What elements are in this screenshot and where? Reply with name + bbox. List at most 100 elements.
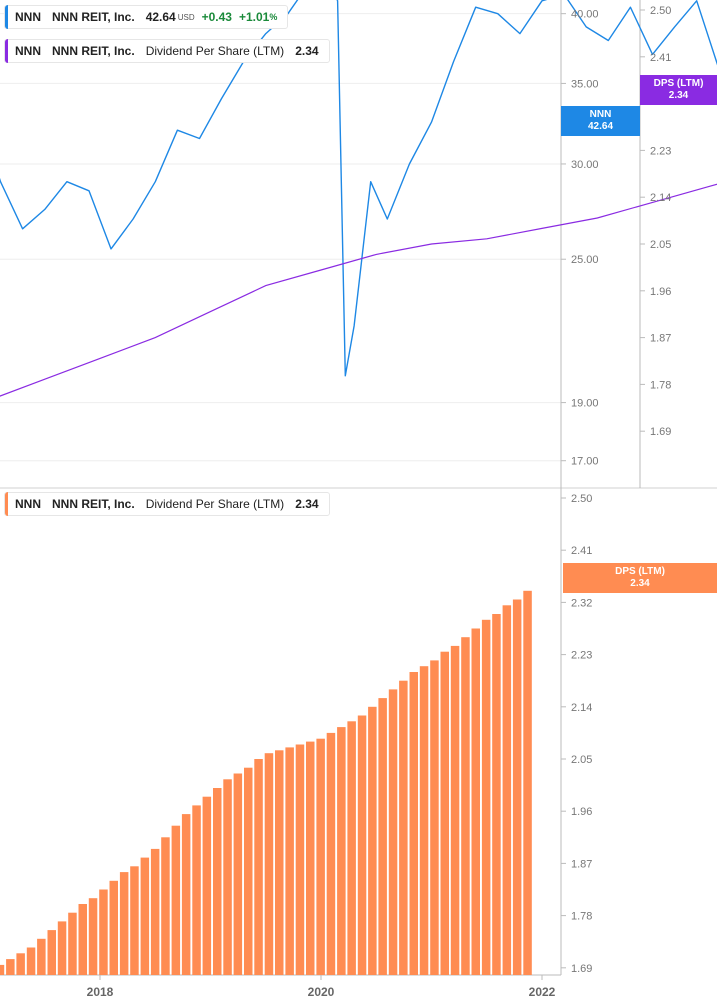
dps-bar xyxy=(57,921,67,975)
dps-bar xyxy=(523,590,532,975)
dps-bar xyxy=(399,680,408,975)
dps-bar xyxy=(233,773,243,975)
dps-bar xyxy=(409,672,418,975)
price-badge-value: 42.64 xyxy=(587,121,614,132)
dps-bar xyxy=(130,866,139,975)
price-badge: NNN 42.64 xyxy=(561,106,640,136)
dps-bottom-badge-value: 2.34 xyxy=(630,578,650,589)
dps-bottom-badge-label: DPS (LTM) xyxy=(615,566,665,577)
dps-bar xyxy=(512,599,522,975)
dps-bar xyxy=(306,741,315,975)
legend-price-change-pct: +1.01 xyxy=(238,10,270,24)
dps-bar xyxy=(192,805,201,975)
bottom-tick-label: 2.41 xyxy=(571,545,592,557)
dps-bar xyxy=(378,698,387,975)
dps-bar xyxy=(140,857,150,975)
dps-bar xyxy=(150,848,160,975)
legend-dps-bottom-name: NNN REIT, Inc. xyxy=(52,497,135,511)
dps-tick-label: 1.69 xyxy=(650,426,671,438)
dps-bar xyxy=(388,689,398,975)
dps-bar xyxy=(316,738,325,975)
x-tick-label: 2020 xyxy=(308,985,335,999)
legend-dps-metric: Dividend Per Share (LTM) xyxy=(145,44,285,58)
legend-dps[interactable]: NNN NNN REIT, Inc. Dividend Per Share (L… xyxy=(4,39,330,63)
dps-bar xyxy=(264,753,274,975)
bottom-tick-label: 2.50 xyxy=(571,493,592,505)
dps-line xyxy=(0,183,717,397)
dps-bar xyxy=(430,660,439,975)
bottom-tick-label: 2.32 xyxy=(571,597,592,609)
dps-bar xyxy=(68,912,77,975)
dps-tick-label: 2.41 xyxy=(650,52,671,64)
dps-bar xyxy=(78,904,87,975)
dps-bar xyxy=(347,721,356,975)
dps-bar xyxy=(88,898,98,975)
dps-bar xyxy=(419,666,429,975)
legend-price-ticker: NNN xyxy=(15,10,41,24)
dps-bar xyxy=(337,727,346,975)
dps-bar xyxy=(16,953,25,975)
dps-bar xyxy=(202,796,212,975)
legend-price-name: NNN REIT, Inc. xyxy=(52,10,135,24)
price-lines xyxy=(0,0,717,397)
legend-dps-bottom[interactable]: NNN NNN REIT, Inc. Dividend Per Share (L… xyxy=(4,492,330,516)
legend-price-change: +0.43 xyxy=(201,10,232,24)
dps-bars xyxy=(0,590,532,975)
dps-bottom-badge: DPS (LTM) 2.34 xyxy=(563,563,717,593)
dps-bar xyxy=(171,825,181,975)
bottom-tick-label: 2.14 xyxy=(571,702,592,714)
dps-tick-label: 1.87 xyxy=(650,333,671,345)
dps-bar xyxy=(326,732,336,975)
dps-bar xyxy=(99,889,108,975)
dps-bar xyxy=(471,628,480,975)
legend-dps-bottom-ticker: NNN xyxy=(15,497,41,511)
dps-tick-label: 1.78 xyxy=(650,379,671,391)
bottom-tick-label: 1.87 xyxy=(571,858,592,870)
price-line xyxy=(0,0,717,377)
price-tick-label: 17.00 xyxy=(571,456,599,468)
dps-bar xyxy=(492,614,501,975)
legend-dps-bottom-value: 2.34 xyxy=(295,497,319,511)
grid-layer xyxy=(0,13,561,462)
dps-bar xyxy=(0,964,5,975)
dps-bar xyxy=(244,767,253,975)
price-badge-ticker: NNN xyxy=(589,109,612,120)
bottom-tick-label: 2.05 xyxy=(571,754,592,766)
dps-bar xyxy=(161,837,170,975)
dps-tick-label: 1.96 xyxy=(650,286,671,298)
dps-bar xyxy=(275,750,284,975)
legend-price-swatch xyxy=(5,5,8,29)
legend-price-currency: USD xyxy=(177,12,195,22)
legend-dps-value: 2.34 xyxy=(295,44,319,58)
dps-badge: DPS (LTM) 2.34 xyxy=(640,75,717,105)
dps-bar xyxy=(461,637,470,975)
dps-bar xyxy=(502,605,512,975)
dps-bar xyxy=(481,619,491,975)
dps-tick-label: 2.05 xyxy=(650,239,671,251)
dps-tick-label: 2.50 xyxy=(650,5,671,17)
dps-bar xyxy=(368,706,377,975)
dps-bar xyxy=(450,645,460,975)
dps-bar xyxy=(357,715,367,975)
bottom-tick-label: 1.69 xyxy=(571,963,592,975)
dps-tick-label: 2.14 xyxy=(650,192,671,204)
x-tick-label: 2022 xyxy=(529,985,556,999)
price-tick-label: 30.00 xyxy=(571,159,599,171)
dps-badge-label: DPS (LTM) xyxy=(653,78,704,89)
legend-dps-swatch xyxy=(5,39,8,63)
x-tick-label: 2018 xyxy=(87,985,114,999)
bottom-tick-label: 1.96 xyxy=(571,806,592,818)
dps-bar xyxy=(223,779,232,975)
dps-tick-label: 2.23 xyxy=(650,145,671,157)
dps-bar xyxy=(440,651,449,975)
legend-price[interactable]: NNN NNN REIT, Inc. 42.64 USD +0.43 +1.01… xyxy=(4,5,289,29)
dps-bar xyxy=(6,959,15,975)
axis-ticks: 55.0050.0045.0040.0035.0030.0025.0019.00… xyxy=(87,5,672,999)
legend-price-value: 42.64 xyxy=(145,10,176,24)
dps-bar xyxy=(109,880,118,975)
legend-dps-bottom-swatch xyxy=(5,492,8,516)
price-tick-label: 25.00 xyxy=(571,254,599,266)
dps-bar xyxy=(285,747,294,975)
price-tick-label: 35.00 xyxy=(571,78,599,90)
